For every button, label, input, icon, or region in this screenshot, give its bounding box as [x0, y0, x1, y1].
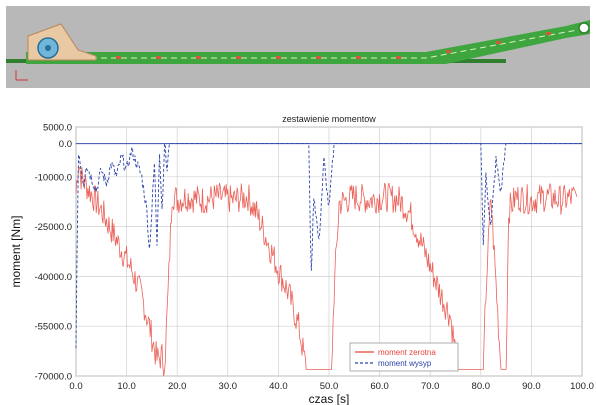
- legend-box: [349, 342, 459, 372]
- diagram-end-pulley: [578, 22, 590, 34]
- x-tick-label: 90.0: [522, 381, 541, 392]
- y-tick-label: -70000.0: [34, 372, 72, 383]
- x-tick-label: 40.0: [269, 381, 288, 392]
- x-tick-label: 50.0: [320, 381, 339, 392]
- x-tick-label: 20.0: [168, 381, 187, 392]
- chart-title: zestawienie momentow: [282, 114, 376, 124]
- y-tick-label: 0.0: [59, 139, 72, 150]
- x-axis-title: czas [s]: [309, 392, 350, 405]
- series-line-moment-zerotna: [75, 166, 578, 377]
- diagram-support-marks: [116, 32, 551, 59]
- moment-chart: zestawienie momentow 0.0 10.0 20.0 30.0 40.0…: [9, 114, 594, 405]
- x-tick-label: 60.0: [370, 381, 389, 392]
- series-group: [75, 143, 582, 377]
- y-tick-label: -25000.0: [34, 222, 72, 233]
- y-tick-label: -10000.0: [34, 172, 72, 183]
- grid: [75, 126, 583, 377]
- x-tick-label: 0.0: [69, 381, 82, 392]
- y-tick-label: -55000.0: [34, 322, 72, 333]
- y-axis-title: moment [Nm]: [9, 215, 23, 287]
- x-tick-label: 10.0: [117, 381, 136, 392]
- y-tick-label: 5000.0: [43, 123, 72, 134]
- x-tick-label: 100.0: [570, 381, 594, 392]
- conveyor-diagram: [6, 6, 590, 88]
- legend: moment zerotna moment wysyp: [349, 342, 459, 372]
- legend-label: moment wysyp: [378, 359, 432, 368]
- y-tick-label: -40000.0: [34, 272, 72, 283]
- x-tick-label: 80.0: [472, 381, 491, 392]
- x-tick-label: 70.0: [421, 381, 440, 392]
- x-tick-label: 30.0: [219, 381, 238, 392]
- diagram-drive-hub: [45, 45, 51, 51]
- tick-labels: 0.0 10.0 20.0 30.0 40.0 50.0 60.0 70.0 80.0 90.0 1…: [34, 123, 593, 393]
- legend-label: moment zerotna: [378, 348, 436, 357]
- diagram-axis-marker: [15, 70, 28, 81]
- series-line-moment-wysyp: [75, 143, 582, 349]
